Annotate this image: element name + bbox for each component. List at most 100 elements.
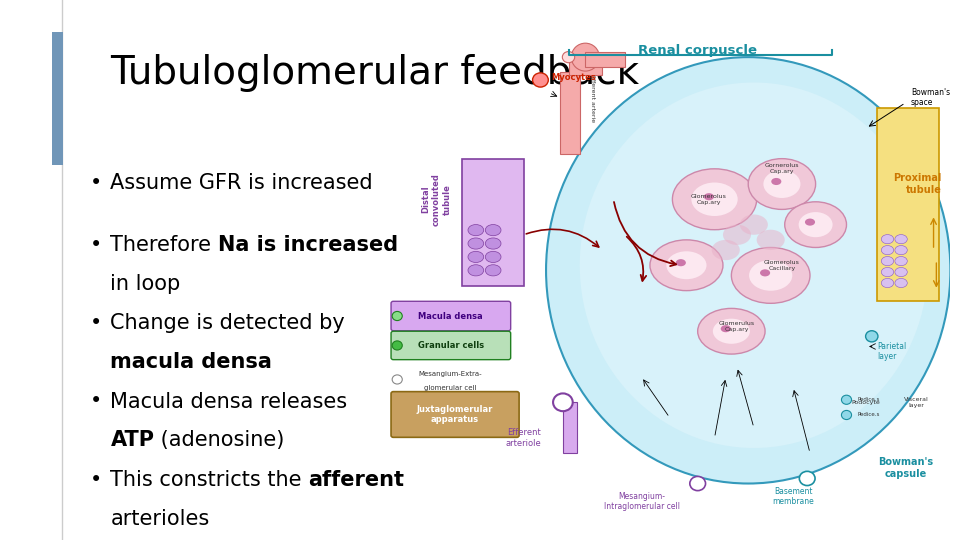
- Ellipse shape: [895, 234, 907, 244]
- Text: Juxtaglomerular
apparatus: Juxtaglomerular apparatus: [417, 405, 493, 424]
- Text: Glomerolus
Cacillary: Glomerolus Cacillary: [764, 260, 800, 271]
- Bar: [563, 402, 577, 453]
- Ellipse shape: [563, 51, 575, 63]
- Text: Glomerolus
Cap.ary: Glomerolus Cap.ary: [691, 194, 727, 205]
- Text: Renal corpuscle: Renal corpuscle: [638, 44, 757, 57]
- Ellipse shape: [895, 267, 907, 276]
- Ellipse shape: [881, 256, 894, 266]
- Ellipse shape: [666, 251, 707, 279]
- Ellipse shape: [571, 43, 599, 71]
- Ellipse shape: [732, 247, 810, 303]
- Text: Myocytes: Myocytes: [552, 73, 596, 82]
- Ellipse shape: [691, 183, 737, 216]
- Text: (adenosine): (adenosine): [155, 430, 285, 450]
- Ellipse shape: [468, 251, 484, 262]
- Ellipse shape: [468, 265, 484, 276]
- Text: Bowman's
space: Bowman's space: [911, 88, 950, 107]
- Text: Macula densa: Macula densa: [419, 312, 483, 321]
- FancyBboxPatch shape: [391, 331, 511, 360]
- Bar: [877, 108, 939, 301]
- Ellipse shape: [881, 267, 894, 276]
- Text: Proximal
tubule: Proximal tubule: [894, 173, 942, 195]
- Ellipse shape: [748, 159, 816, 210]
- Text: Afferent arterie: Afferent arterie: [589, 73, 594, 122]
- Text: Bowman's
capsule: Bowman's capsule: [877, 457, 933, 479]
- Ellipse shape: [704, 193, 714, 200]
- Text: Mesangium-
Intraglomerular cell: Mesangium- Intraglomerular cell: [604, 491, 680, 511]
- Ellipse shape: [690, 476, 706, 491]
- Text: •: •: [90, 173, 102, 193]
- Ellipse shape: [800, 471, 815, 485]
- Ellipse shape: [784, 202, 847, 247]
- Text: •: •: [90, 470, 102, 490]
- Bar: [560, 72, 580, 153]
- Ellipse shape: [881, 246, 894, 255]
- Ellipse shape: [486, 265, 501, 276]
- Ellipse shape: [393, 312, 402, 321]
- Ellipse shape: [799, 212, 832, 237]
- Text: Gornerolus
Cap.ary: Gornerolus Cap.ary: [765, 164, 799, 174]
- Ellipse shape: [721, 325, 731, 332]
- Text: in loop: in loop: [110, 274, 180, 294]
- Text: Parietal
layer: Parietal layer: [877, 342, 906, 361]
- Ellipse shape: [804, 219, 815, 226]
- Ellipse shape: [749, 260, 792, 291]
- Text: Granular cells: Granular cells: [418, 341, 484, 350]
- Ellipse shape: [771, 178, 781, 185]
- Ellipse shape: [842, 395, 852, 404]
- Text: Therefore: Therefore: [110, 235, 218, 255]
- Text: Na is increased: Na is increased: [218, 235, 398, 255]
- Text: •: •: [90, 313, 102, 333]
- Ellipse shape: [740, 214, 768, 235]
- Ellipse shape: [650, 240, 723, 291]
- Ellipse shape: [760, 269, 770, 276]
- FancyBboxPatch shape: [391, 301, 511, 330]
- Ellipse shape: [468, 238, 484, 249]
- Ellipse shape: [842, 410, 852, 420]
- Text: macula densa: macula densa: [110, 352, 273, 372]
- Ellipse shape: [711, 240, 740, 260]
- Text: •: •: [90, 235, 102, 255]
- Ellipse shape: [486, 251, 501, 262]
- Text: Macula densa releases: Macula densa releases: [110, 392, 348, 411]
- Bar: [52, 32, 63, 165]
- Ellipse shape: [723, 225, 751, 245]
- Ellipse shape: [553, 394, 573, 411]
- Text: Distal
convoluted
tubule: Distal convoluted tubule: [421, 173, 451, 226]
- Ellipse shape: [580, 83, 928, 448]
- Ellipse shape: [713, 319, 750, 344]
- FancyBboxPatch shape: [391, 392, 519, 437]
- Ellipse shape: [393, 341, 402, 350]
- Bar: [586, 52, 625, 68]
- Ellipse shape: [672, 169, 756, 230]
- Ellipse shape: [895, 246, 907, 255]
- Text: Basement
membrane: Basement membrane: [772, 487, 814, 506]
- Text: Pedice.s: Pedice.s: [857, 397, 880, 402]
- Ellipse shape: [895, 256, 907, 266]
- Text: Podocyte: Podocyte: [852, 400, 880, 405]
- Ellipse shape: [533, 73, 548, 87]
- Ellipse shape: [546, 57, 950, 483]
- Ellipse shape: [763, 170, 801, 198]
- Ellipse shape: [486, 225, 501, 235]
- Ellipse shape: [468, 225, 484, 235]
- Bar: [568, 57, 602, 75]
- Ellipse shape: [881, 279, 894, 288]
- Ellipse shape: [756, 230, 784, 250]
- Ellipse shape: [698, 308, 765, 354]
- Ellipse shape: [866, 330, 878, 342]
- Text: afferent: afferent: [308, 470, 404, 490]
- Text: ATP: ATP: [110, 430, 155, 450]
- Text: glomerular cell: glomerular cell: [424, 385, 477, 391]
- Text: Glomerulus
Cap.ary: Glomerulus Cap.ary: [719, 321, 756, 332]
- Text: arterioles: arterioles: [110, 509, 209, 529]
- Ellipse shape: [486, 238, 501, 249]
- Text: Efferent
arteriole: Efferent arteriole: [506, 428, 541, 448]
- Text: •: •: [90, 392, 102, 411]
- Text: Tubuloglomerular feedback: Tubuloglomerular feedback: [110, 54, 639, 92]
- Ellipse shape: [393, 375, 402, 384]
- Text: Assume GFR is increased: Assume GFR is increased: [110, 173, 373, 193]
- Text: This constricts the: This constricts the: [110, 470, 308, 490]
- Ellipse shape: [881, 234, 894, 244]
- Text: Change is detected by: Change is detected by: [110, 313, 346, 333]
